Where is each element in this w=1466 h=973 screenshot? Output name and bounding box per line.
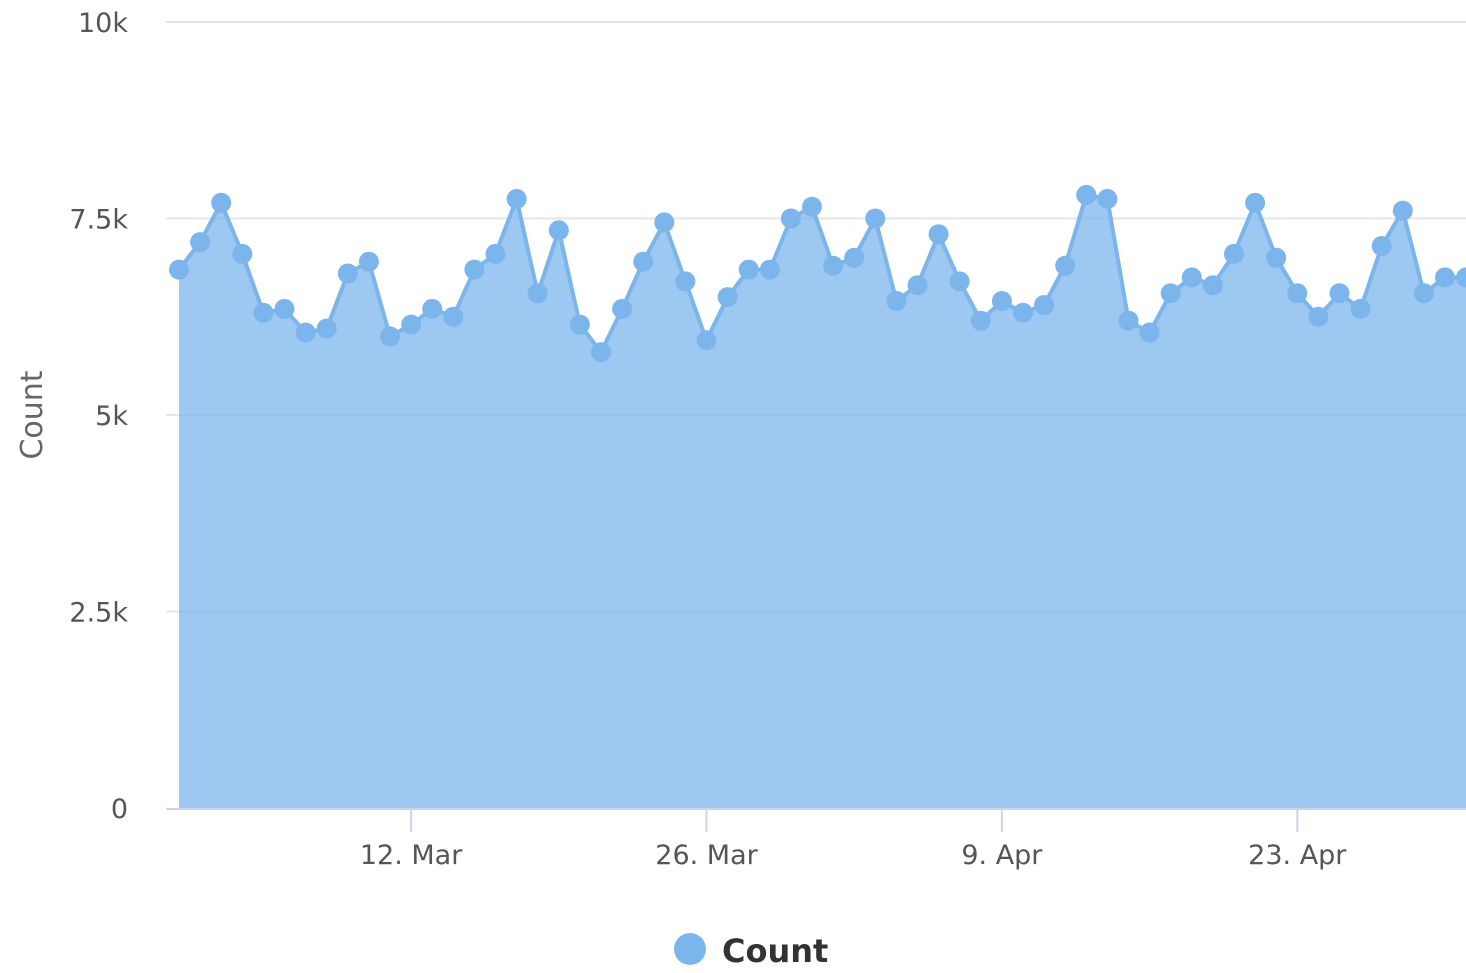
y-axis-title: Count bbox=[15, 370, 50, 459]
data-point-29[interactable] bbox=[780, 208, 801, 229]
data-point-37[interactable] bbox=[949, 271, 970, 292]
data-point-3[interactable] bbox=[232, 243, 253, 264]
data-point-48[interactable] bbox=[1181, 267, 1202, 288]
x-tick-label-2: 9. Apr bbox=[961, 840, 1043, 871]
data-point-50[interactable] bbox=[1224, 243, 1244, 264]
data-point-5[interactable] bbox=[274, 298, 295, 319]
data-point-46[interactable] bbox=[1139, 322, 1160, 343]
data-point-28[interactable] bbox=[759, 259, 780, 280]
series-area bbox=[169, 184, 1466, 808]
x-tick-label-0: 12. Mar bbox=[360, 840, 463, 871]
data-point-18[interactable] bbox=[548, 220, 569, 241]
data-point-32[interactable] bbox=[844, 247, 865, 268]
x-tick-label-1: 26. Mar bbox=[655, 840, 758, 871]
data-point-43[interactable] bbox=[1076, 184, 1097, 205]
y-tick-label-3: 7.5k bbox=[69, 205, 128, 236]
y-tick-label-4: 10k bbox=[78, 8, 128, 39]
data-point-36[interactable] bbox=[928, 224, 949, 245]
data-point-39[interactable] bbox=[991, 291, 1012, 311]
y-tick-label-0: 0 bbox=[111, 794, 128, 825]
data-point-21[interactable] bbox=[612, 298, 633, 319]
data-point-54[interactable] bbox=[1308, 306, 1329, 327]
data-point-27[interactable] bbox=[738, 259, 759, 280]
data-point-15[interactable] bbox=[485, 243, 506, 264]
data-point-1[interactable] bbox=[190, 232, 211, 253]
data-point-13[interactable] bbox=[443, 306, 464, 327]
data-point-57[interactable] bbox=[1371, 236, 1392, 256]
data-point-60[interactable] bbox=[1435, 267, 1455, 288]
data-point-55[interactable] bbox=[1329, 283, 1350, 304]
data-point-26[interactable] bbox=[717, 287, 738, 308]
data-point-25[interactable] bbox=[696, 330, 717, 351]
data-point-34[interactable] bbox=[886, 291, 907, 311]
data-point-17[interactable] bbox=[527, 283, 548, 304]
data-point-31[interactable] bbox=[823, 255, 844, 276]
data-point-61[interactable] bbox=[1456, 267, 1466, 288]
data-point-40[interactable] bbox=[1013, 302, 1033, 323]
data-point-30[interactable] bbox=[802, 196, 822, 217]
data-point-45[interactable] bbox=[1118, 310, 1139, 331]
data-point-49[interactable] bbox=[1202, 275, 1223, 296]
data-point-51[interactable] bbox=[1245, 192, 1266, 213]
data-point-2[interactable] bbox=[211, 192, 232, 213]
data-point-56[interactable] bbox=[1350, 298, 1371, 319]
data-point-12[interactable] bbox=[422, 298, 443, 319]
data-point-19[interactable] bbox=[569, 314, 590, 335]
x-axis: 12. Mar 26. Mar 9. Apr 23. Apr bbox=[166, 808, 1466, 871]
y-tick-label-1: 2.5k bbox=[69, 598, 128, 629]
legend-label[interactable]: Count bbox=[722, 932, 828, 970]
y-axis: 0 2.5k 5k 7.5k 10k bbox=[69, 8, 128, 825]
data-point-47[interactable] bbox=[1160, 283, 1181, 304]
data-point-16[interactable] bbox=[506, 188, 527, 209]
data-point-20[interactable] bbox=[591, 342, 611, 363]
data-point-23[interactable] bbox=[654, 212, 675, 233]
data-point-0[interactable] bbox=[169, 259, 189, 280]
data-point-14[interactable] bbox=[464, 259, 485, 280]
data-point-53[interactable] bbox=[1287, 283, 1308, 304]
data-point-58[interactable] bbox=[1392, 200, 1413, 221]
data-point-9[interactable] bbox=[358, 251, 379, 272]
series-area-fill bbox=[179, 194, 1466, 808]
data-point-4[interactable] bbox=[253, 302, 274, 323]
data-point-24[interactable] bbox=[675, 271, 696, 292]
data-point-10[interactable] bbox=[380, 326, 400, 347]
data-point-42[interactable] bbox=[1055, 255, 1076, 276]
legend[interactable]: Count bbox=[674, 932, 828, 970]
y-tick-label-2: 5k bbox=[95, 401, 128, 432]
data-point-22[interactable] bbox=[633, 251, 654, 272]
data-point-44[interactable] bbox=[1097, 188, 1118, 209]
data-point-38[interactable] bbox=[970, 310, 991, 331]
data-point-8[interactable] bbox=[337, 263, 358, 284]
data-point-6[interactable] bbox=[295, 322, 316, 343]
legend-marker bbox=[674, 933, 706, 965]
data-point-11[interactable] bbox=[401, 314, 422, 335]
data-point-7[interactable] bbox=[316, 318, 337, 339]
data-point-59[interactable] bbox=[1413, 283, 1434, 304]
x-tick-label-3: 23. Apr bbox=[1248, 840, 1347, 871]
data-point-33[interactable] bbox=[865, 208, 886, 229]
data-point-52[interactable] bbox=[1266, 247, 1287, 268]
data-point-35[interactable] bbox=[907, 275, 928, 296]
data-point-41[interactable] bbox=[1034, 295, 1055, 315]
